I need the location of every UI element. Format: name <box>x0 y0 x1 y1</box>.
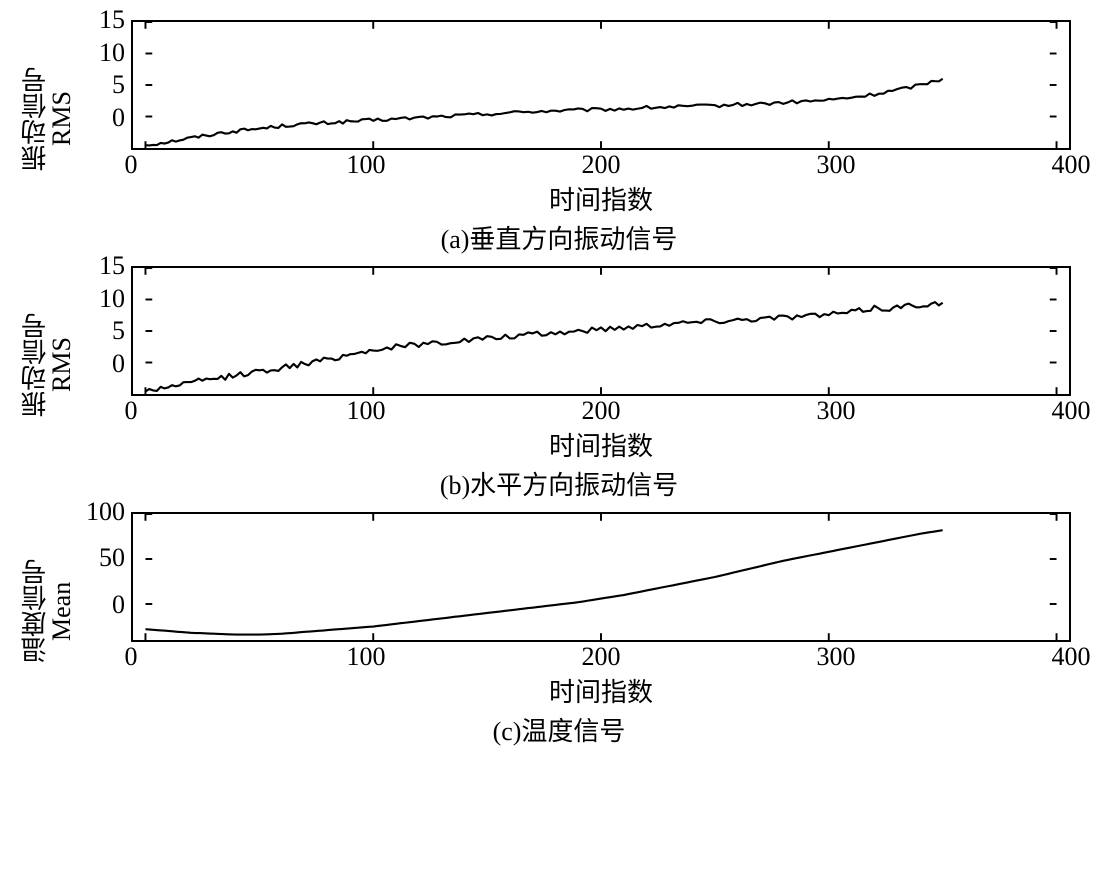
xtick: 0 <box>125 396 138 426</box>
figure: 振动信号RMS 051015 0100200300400 时间指数 (a)垂直方… <box>19 20 1099 748</box>
xtick: 100 <box>347 150 386 180</box>
xtick: 300 <box>817 150 856 180</box>
xtick: 0 <box>125 642 138 672</box>
xticks-a: 0100200300400 <box>131 150 1071 178</box>
ylabel-b: 振动信号RMS <box>19 290 75 440</box>
ylabel-a: 振动信号RMS <box>19 44 75 194</box>
yticks-c: 050100 <box>75 512 131 642</box>
ytick: 15 <box>99 7 125 33</box>
xtick: 400 <box>1052 642 1091 672</box>
xlabel-c: 时间指数 <box>131 672 1071 709</box>
plot-b <box>131 266 1071 396</box>
panel-a: 振动信号RMS 051015 0100200300400 时间指数 (a)垂直方… <box>19 20 1099 256</box>
plot-c <box>131 512 1071 642</box>
xticks-b: 0100200300400 <box>131 396 1071 424</box>
ytick: 15 <box>99 253 125 279</box>
ytick: 5 <box>112 72 125 98</box>
xtick: 200 <box>582 150 621 180</box>
ylabel-c: 温度信号Mean <box>19 536 75 686</box>
xtick: 400 <box>1052 150 1091 180</box>
ytick: 0 <box>112 592 125 618</box>
ytick: 100 <box>86 499 125 525</box>
ytick: 0 <box>112 105 125 131</box>
panel-b: 振动信号RMS 051015 0100200300400 时间指数 (b)水平方… <box>19 266 1099 502</box>
xtick: 400 <box>1052 396 1091 426</box>
xtick: 100 <box>347 642 386 672</box>
yticks-a: 051015 <box>75 20 131 150</box>
xtick: 200 <box>582 642 621 672</box>
xtick: 100 <box>347 396 386 426</box>
xtick: 200 <box>582 396 621 426</box>
xlabel-b: 时间指数 <box>131 426 1071 463</box>
caption-b: (b)水平方向振动信号 <box>19 465 1099 502</box>
ytick: 0 <box>112 351 125 377</box>
ytick: 50 <box>99 545 125 571</box>
caption-c: (c)温度信号 <box>19 711 1099 748</box>
ytick: 5 <box>112 318 125 344</box>
yticks-b: 051015 <box>75 266 131 396</box>
xtick: 0 <box>125 150 138 180</box>
xtick: 300 <box>817 642 856 672</box>
ytick: 10 <box>99 286 125 312</box>
xlabel-a: 时间指数 <box>131 180 1071 217</box>
plot-a <box>131 20 1071 150</box>
xtick: 300 <box>817 396 856 426</box>
caption-a: (a)垂直方向振动信号 <box>19 219 1099 256</box>
ytick: 10 <box>99 40 125 66</box>
xticks-c: 0100200300400 <box>131 642 1071 670</box>
panel-c: 温度信号Mean 050100 0100200300400 时间指数 (c)温度… <box>19 512 1099 748</box>
